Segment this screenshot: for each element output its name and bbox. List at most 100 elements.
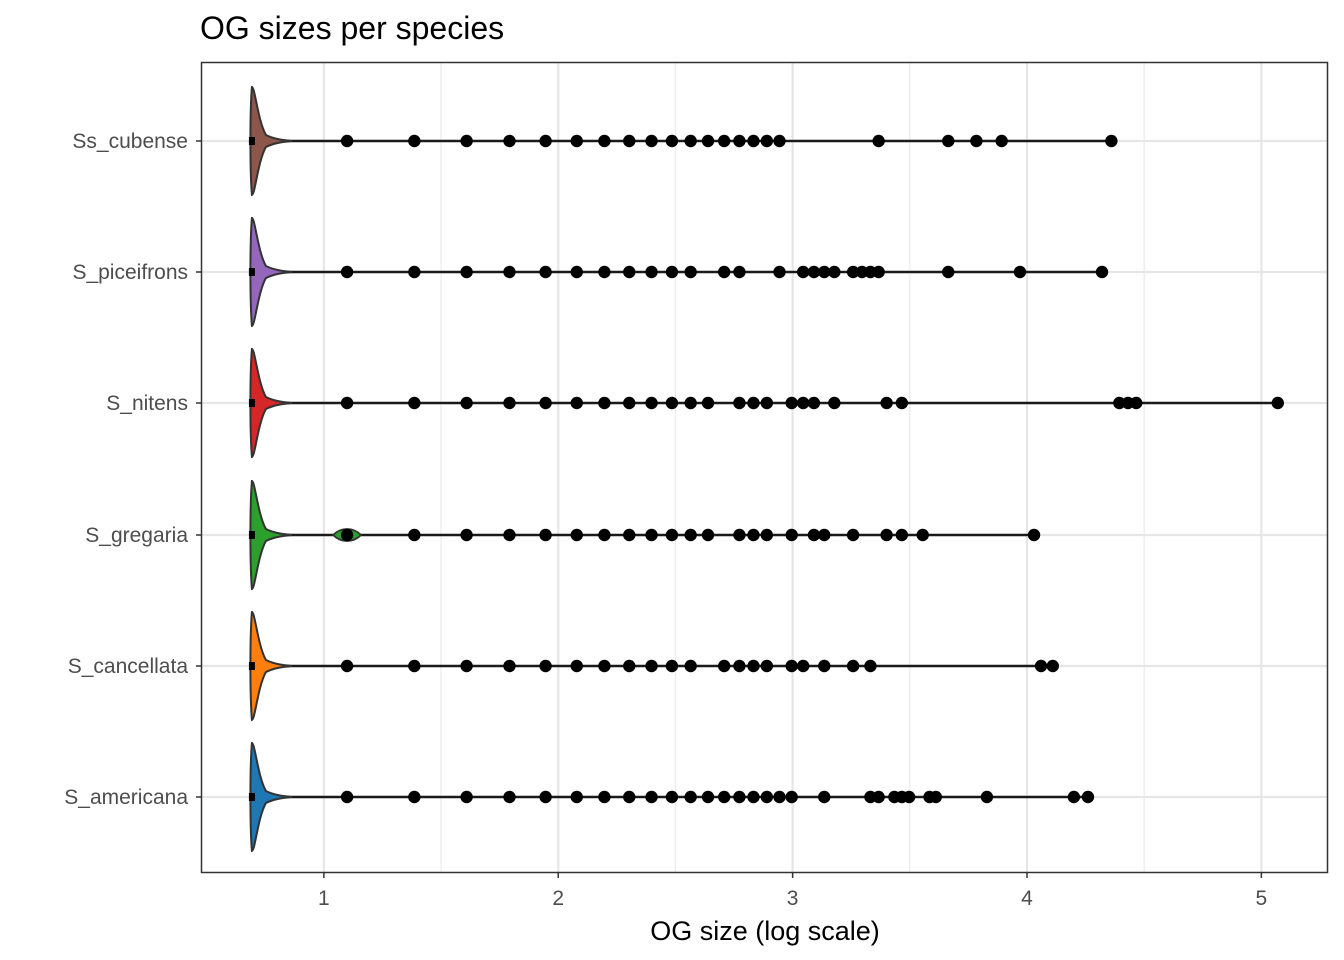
data-point xyxy=(942,265,955,279)
data-point xyxy=(340,790,354,804)
y-tick-label: S_piceifrons xyxy=(72,261,188,284)
data-point xyxy=(733,790,746,804)
data-point xyxy=(248,137,255,145)
data-point xyxy=(248,531,255,539)
data-point xyxy=(645,659,658,673)
data-point xyxy=(942,134,955,148)
data-point xyxy=(747,528,760,542)
data-point xyxy=(773,790,786,804)
data-point xyxy=(902,790,916,804)
data-point xyxy=(717,134,731,148)
y-tick-label: S_gregaria xyxy=(85,524,188,547)
y-tick-label: S_nitens xyxy=(106,392,188,415)
data-point xyxy=(701,790,715,804)
data-point xyxy=(701,134,715,148)
data-point xyxy=(570,134,583,148)
data-point xyxy=(733,659,746,673)
data-point xyxy=(818,265,831,279)
data-point xyxy=(895,528,909,542)
data-point xyxy=(1027,528,1041,542)
data-point xyxy=(684,659,697,673)
data-point xyxy=(760,134,774,148)
data-point xyxy=(248,399,255,407)
data-point xyxy=(760,790,774,804)
data-point xyxy=(807,265,821,279)
data-point xyxy=(796,265,810,279)
data-point xyxy=(460,790,473,804)
violin-S_nitens xyxy=(248,347,1284,459)
data-point xyxy=(623,134,636,148)
data-point xyxy=(665,790,679,804)
data-point xyxy=(665,265,679,279)
data-point xyxy=(570,528,583,542)
data-point xyxy=(570,396,583,410)
data-point xyxy=(864,659,877,673)
data-point xyxy=(665,528,679,542)
data-point xyxy=(785,659,798,673)
data-point xyxy=(684,134,697,148)
data-point xyxy=(645,265,658,279)
data-point xyxy=(1113,396,1126,410)
data-point xyxy=(665,396,679,410)
data-point xyxy=(1095,265,1109,279)
data-point xyxy=(684,396,697,410)
data-point xyxy=(807,396,821,410)
data-point xyxy=(1081,790,1095,804)
data-point xyxy=(340,528,354,542)
y-axis: S_americana S_cancellata S_gregaria S_niten… xyxy=(64,130,202,809)
data-point xyxy=(460,134,473,148)
data-point xyxy=(408,790,421,804)
data-point xyxy=(248,793,255,801)
violin-Ss_cubense xyxy=(248,85,1118,197)
data-point xyxy=(460,528,473,542)
data-point xyxy=(747,659,760,673)
violin-body xyxy=(249,347,293,459)
x-tick-label: 5 xyxy=(1256,887,1268,910)
data-point xyxy=(785,396,798,410)
data-point xyxy=(460,396,473,410)
data-point xyxy=(818,790,831,804)
data-point xyxy=(828,265,841,279)
data-point xyxy=(717,790,731,804)
data-point xyxy=(665,659,679,673)
data-point xyxy=(733,265,746,279)
x-tick-label: 3 xyxy=(787,887,799,910)
data-point xyxy=(623,265,636,279)
data-point xyxy=(598,790,611,804)
y-tick-label: Ss_cubense xyxy=(72,130,188,153)
plot-panel-border xyxy=(200,61,1329,874)
data-point xyxy=(598,265,611,279)
data-point xyxy=(1067,790,1081,804)
data-point xyxy=(539,265,552,279)
data-point xyxy=(872,265,885,279)
data-point xyxy=(665,134,679,148)
data-point xyxy=(1271,396,1284,410)
data-point xyxy=(846,265,860,279)
data-point xyxy=(1130,396,1143,410)
data-point xyxy=(623,659,636,673)
data-point xyxy=(408,659,421,673)
data-point xyxy=(503,134,516,148)
violin-S_gregaria xyxy=(248,479,1041,591)
data-point xyxy=(872,134,885,148)
data-point xyxy=(796,659,810,673)
x-axis: 1 2 3 4 5 xyxy=(318,872,1267,910)
data-point xyxy=(733,528,746,542)
data-point xyxy=(929,790,943,804)
y-tick-label: S_americana xyxy=(64,786,188,809)
violin-body xyxy=(249,216,293,328)
data-point xyxy=(539,528,552,542)
data-point xyxy=(747,790,760,804)
data-point xyxy=(717,265,731,279)
data-point xyxy=(340,265,354,279)
data-point xyxy=(846,528,860,542)
data-point xyxy=(539,134,552,148)
data-point xyxy=(503,528,516,542)
data-point xyxy=(895,396,909,410)
data-point xyxy=(773,265,786,279)
violin-S_americana xyxy=(248,741,1095,853)
data-point xyxy=(340,396,354,410)
data-point xyxy=(503,790,516,804)
x-tick-label: 1 xyxy=(318,887,330,910)
data-point xyxy=(747,134,760,148)
